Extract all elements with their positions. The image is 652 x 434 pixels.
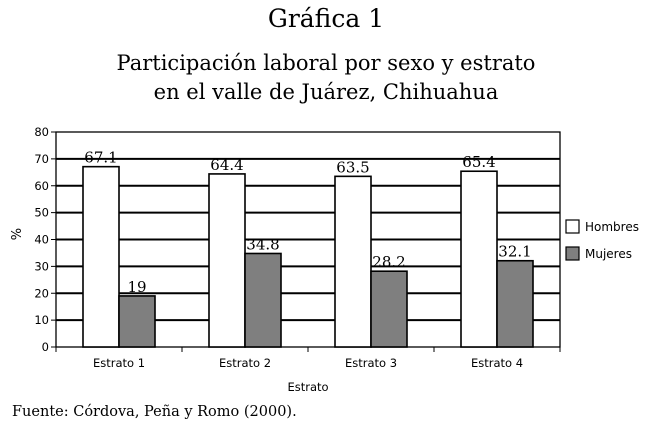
source-note: Fuente: Córdova, Peña y Romo (2000). — [12, 404, 297, 420]
bar-mujeres-4 — [496, 259, 534, 348]
figure-label: Gráfica 1 — [267, 4, 385, 33]
y-tick-label-60: 60 — [34, 179, 49, 193]
x-tick-label-2: Estrato 2 — [219, 356, 271, 370]
y-tick-label-0: 0 — [42, 340, 49, 354]
bar-hombres-1 — [82, 165, 120, 348]
y-tick-label-30: 30 — [34, 259, 49, 273]
data-label-mujeres-4: 32.1 — [498, 243, 531, 261]
y-tick-label-40: 40 — [34, 233, 49, 247]
x-tick-label-3: Estrato 3 — [345, 356, 397, 370]
legend-swatch-mujeres — [565, 246, 580, 261]
bar-mujeres-3 — [370, 270, 408, 348]
legend-label-mujeres: Mujeres — [585, 247, 632, 261]
x-axis-label: Estrato — [287, 380, 328, 394]
y-tick-label-50: 50 — [34, 206, 49, 220]
bar-mujeres-1 — [118, 295, 156, 348]
y-tick-label-70: 70 — [34, 152, 49, 166]
data-label-mujeres-3: 28.2 — [372, 253, 405, 271]
y-axis-label: % — [10, 228, 25, 240]
data-label-hombres-1: 67.1 — [84, 149, 117, 167]
data-label-mujeres-1: 19 — [127, 278, 146, 296]
bar-hombres-3 — [334, 175, 372, 348]
data-label-hombres-3: 63.5 — [336, 158, 369, 176]
chart-title-line-2: en el valle de Juárez, Chihuahua — [153, 80, 499, 104]
chart-title-line-1: Participación laboral por sexo y estrato — [116, 51, 536, 75]
bar-hombres-4 — [460, 170, 498, 348]
x-tick-label-4: Estrato 4 — [471, 356, 523, 370]
data-label-hombres-4: 65.4 — [462, 153, 495, 171]
bar-hombres-2 — [208, 173, 246, 348]
y-tick-label-20: 20 — [34, 286, 49, 300]
y-tick-label-80: 80 — [34, 125, 49, 139]
y-tick-label-10: 10 — [34, 313, 49, 327]
data-label-hombres-2: 64.4 — [210, 156, 243, 174]
legend-label-hombres: Hombres — [585, 220, 639, 234]
data-label-mujeres-2: 34.8 — [246, 235, 279, 253]
legend-swatch-hombres — [565, 219, 580, 234]
bar-mujeres-2 — [244, 252, 282, 348]
x-tick-label-1: Estrato 1 — [93, 356, 145, 370]
